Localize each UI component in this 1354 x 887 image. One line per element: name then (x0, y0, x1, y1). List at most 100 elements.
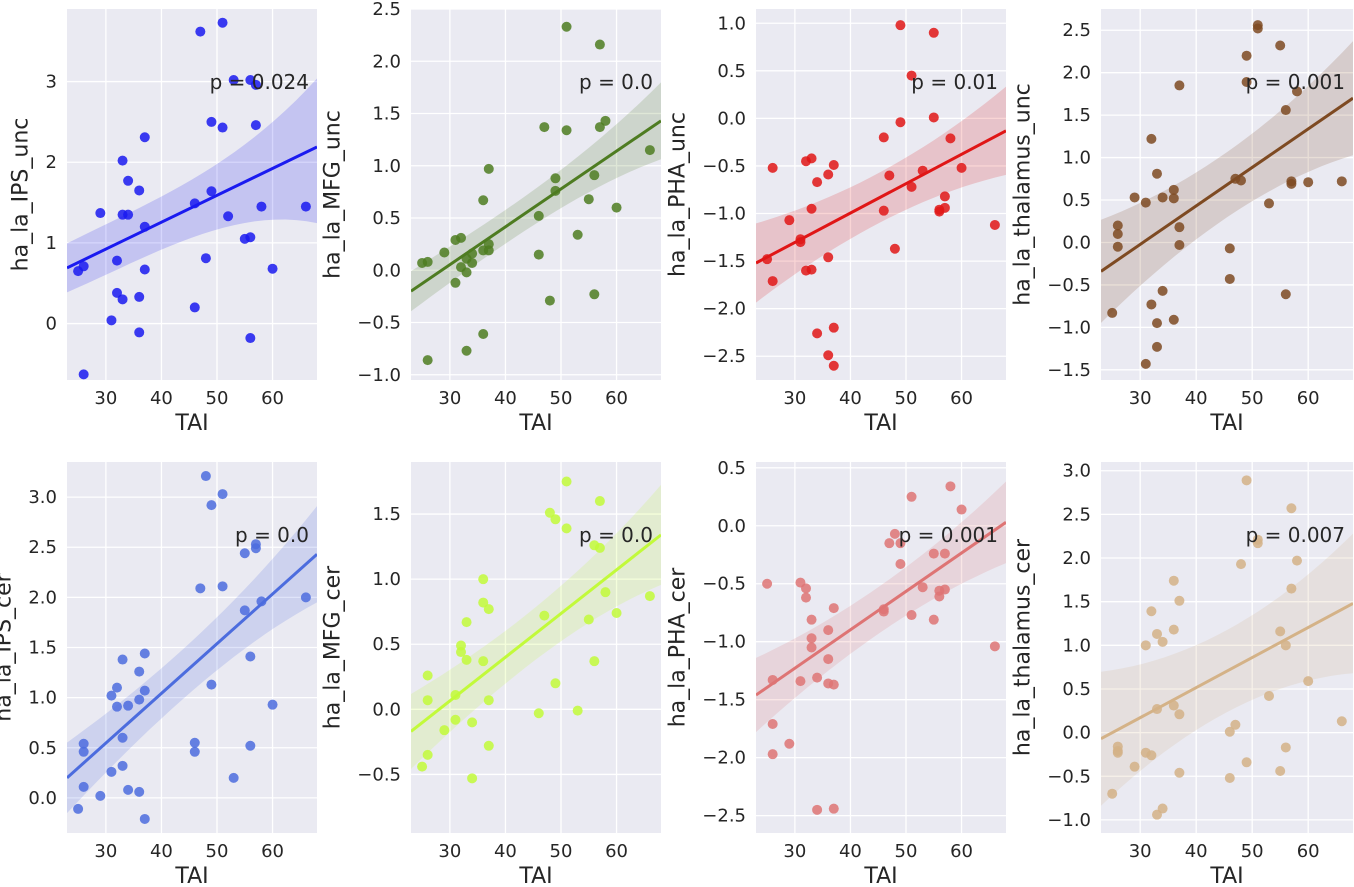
data-point (928, 614, 939, 625)
y-tick-label: −1.0 (702, 204, 746, 225)
data-point (823, 654, 834, 665)
y-tick-label: 0.0 (372, 260, 401, 281)
data-point (1146, 133, 1157, 144)
data-point (1157, 803, 1168, 814)
x-axis-label: TAI (518, 864, 552, 887)
data-point (823, 252, 834, 263)
x-tick-label: 30 (1129, 841, 1152, 862)
y-axis-label: ha_la_thalamus_cer (1010, 538, 1035, 756)
y-tick-label: 1.0 (1062, 635, 1091, 656)
y-tick-label: −2.0 (702, 748, 746, 769)
x-tick-label: 30 (783, 388, 806, 409)
x-tick-label: 60 (1297, 388, 1320, 409)
x-tick-label: 60 (950, 388, 973, 409)
y-tick-label: 1.0 (28, 688, 57, 709)
x-tick-label: 60 (261, 841, 284, 862)
confidence-band (67, 506, 317, 814)
data-point (106, 315, 117, 326)
data-point (189, 746, 200, 757)
subplot-6: 30 40 50 60 −0.5 0.0 0.5 1.0 1.5 p = 0.0 TAI ha_la_… (320, 462, 661, 887)
data-point (112, 682, 122, 693)
regression-line (67, 145, 317, 270)
data-point (1112, 220, 1123, 231)
x-tick-label: 60 (1297, 841, 1320, 862)
data-point (461, 617, 472, 628)
data-point (561, 523, 572, 534)
plot-area (756, 20, 1006, 371)
data-point (256, 201, 267, 212)
y-tick-label: −1.5 (1047, 360, 1091, 381)
y-tick-label: 3.0 (28, 487, 57, 508)
y-axis-label: ha_la_IPS_cer (0, 572, 16, 721)
data-point (422, 256, 433, 267)
data-point (1129, 761, 1140, 772)
data-point (806, 264, 817, 275)
x-axis-label: TAI (1209, 411, 1243, 436)
regression-line (1101, 602, 1353, 741)
confidence-band (411, 484, 661, 769)
data-point (245, 651, 256, 662)
x-tick-label: 40 (150, 841, 173, 862)
y-axis-label: ha_la_MFG_unc (320, 110, 345, 279)
regression-line (756, 129, 1006, 265)
data-point (78, 746, 89, 757)
data-point (550, 173, 561, 184)
data-point (1168, 700, 1179, 711)
regression-line (411, 119, 661, 293)
data-point (1292, 555, 1302, 566)
x-tick-label: 60 (950, 841, 973, 862)
data-point (1241, 50, 1252, 61)
data-point (533, 210, 544, 221)
x-tick-label: 60 (605, 841, 628, 862)
y-tick-label: 3.0 (1062, 461, 1091, 482)
data-point (450, 714, 461, 725)
x-tick-label: 30 (94, 388, 117, 409)
confidence-band (756, 86, 1006, 303)
y-tick-label: 1.5 (372, 504, 401, 525)
data-point (1174, 595, 1185, 606)
data-point (1236, 559, 1246, 570)
data-point (589, 289, 600, 300)
subplot-1: 30 40 50 60 0 1 2 3 p = 0.024 TAI ha_la_IPS_unc (9, 9, 317, 436)
y-tick-label: 0 (46, 314, 57, 335)
data-point (1157, 636, 1168, 647)
data-point (611, 608, 622, 619)
data-point (300, 201, 311, 212)
data-point (600, 587, 611, 598)
data-point (895, 538, 906, 549)
data-point (1107, 307, 1118, 318)
data-point (956, 504, 967, 515)
data-point (206, 116, 217, 127)
plot-area (1101, 20, 1353, 369)
y-tick-label: 2.0 (372, 51, 401, 72)
data-point (1112, 228, 1123, 239)
data-point (583, 614, 594, 625)
data-point (594, 39, 605, 50)
data-point (561, 476, 572, 487)
data-point (895, 559, 906, 570)
data-point (478, 329, 489, 340)
y-tick-label: 2.5 (28, 537, 57, 558)
data-point (267, 263, 278, 274)
data-point (217, 581, 228, 592)
x-tick-label: 40 (1185, 388, 1208, 409)
data-point (123, 175, 134, 186)
data-point (828, 679, 839, 690)
data-point (117, 294, 128, 305)
data-point (806, 203, 817, 214)
data-point (1168, 193, 1179, 204)
data-point (1140, 358, 1151, 369)
data-point (250, 543, 261, 554)
data-point (767, 719, 778, 730)
data-point (95, 208, 106, 219)
data-point (1157, 285, 1168, 296)
y-tick-label: −0.5 (702, 574, 746, 595)
y-tick-label: −2.5 (702, 346, 746, 367)
data-point (762, 578, 773, 589)
data-point (828, 322, 839, 333)
y-tick-label: 0.0 (372, 699, 401, 720)
data-point (245, 232, 256, 243)
y-tick-label: 0.5 (1062, 190, 1091, 211)
x-axis-label: TAI (518, 411, 552, 436)
x-tick-label: 50 (550, 388, 573, 409)
